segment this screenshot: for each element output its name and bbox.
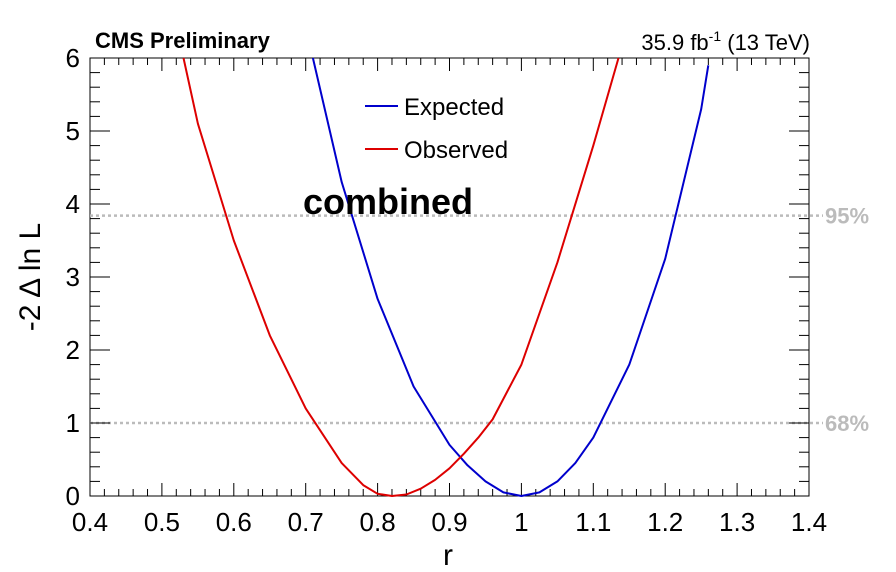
series-line-observed: [182, 57, 620, 497]
x-tick-label: 1.1: [575, 507, 611, 537]
x-tick-label: 0.4: [72, 507, 108, 537]
x-tick-label: 1.2: [647, 507, 683, 537]
y-tick-label: 3: [66, 262, 80, 292]
y-tick-label: 1: [66, 408, 80, 438]
legend-label-observed: Observed: [404, 137, 508, 164]
experiment-label: CMS Preliminary: [95, 28, 271, 53]
y-tick-label: 2: [66, 335, 80, 365]
x-tick-label: 0.5: [144, 507, 180, 537]
reference-label: 95%: [825, 204, 869, 229]
x-tick-label: 0.6: [216, 507, 252, 537]
x-axis-label: r: [443, 539, 453, 572]
x-tick-label: 1.4: [791, 507, 827, 537]
x-tick-label: 0.8: [360, 507, 396, 537]
x-tick-label: 1: [514, 507, 528, 537]
y-tick-label: 5: [66, 116, 80, 146]
x-tick-label: 1.3: [719, 507, 755, 537]
legend-label-expected: Expected: [404, 94, 504, 121]
y-tick-label: 4: [66, 189, 80, 219]
legend: Expected Observed: [365, 94, 508, 164]
y-tick-label: 6: [66, 43, 80, 73]
y-tick-label: 0: [66, 481, 80, 511]
luminosity-label: 35.9 fb-1 (13 TeV): [641, 28, 810, 55]
reference-label: 68%: [825, 411, 869, 436]
x-tick-label: 0.7: [288, 507, 324, 537]
combined-annotation: combined: [303, 181, 473, 222]
y-axis-label: -2 Δ ln L: [14, 223, 47, 331]
x-tick-label: 0.9: [431, 507, 467, 537]
series-line-expected: [311, 57, 710, 497]
